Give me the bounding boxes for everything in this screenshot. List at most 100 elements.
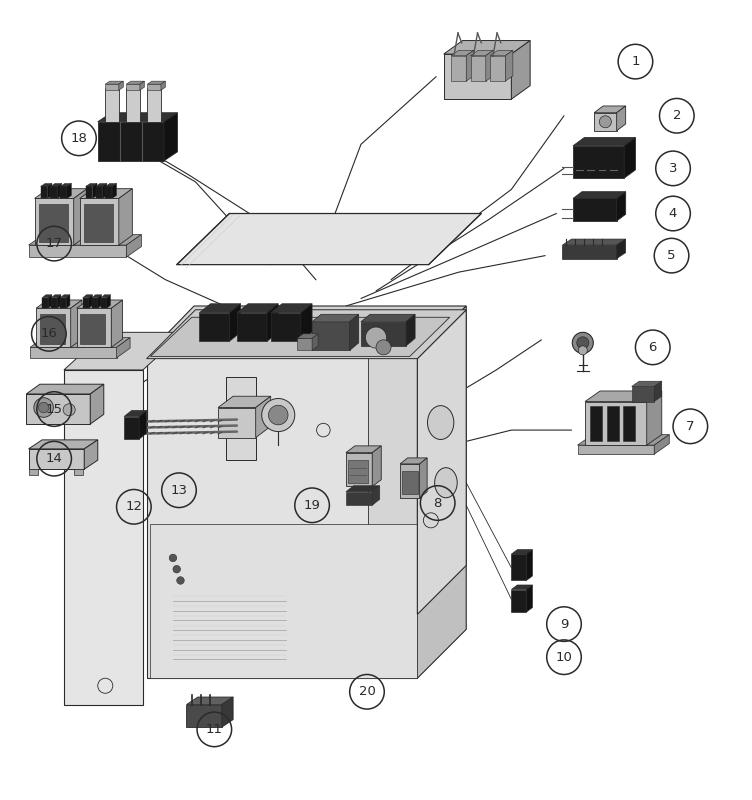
Polygon shape bbox=[71, 300, 82, 347]
Polygon shape bbox=[350, 314, 359, 350]
Polygon shape bbox=[30, 347, 117, 358]
Text: 3: 3 bbox=[669, 162, 678, 175]
Polygon shape bbox=[312, 322, 350, 350]
Polygon shape bbox=[444, 54, 511, 99]
Polygon shape bbox=[64, 370, 143, 705]
Polygon shape bbox=[402, 471, 418, 494]
Polygon shape bbox=[647, 391, 662, 445]
Polygon shape bbox=[26, 384, 104, 394]
Polygon shape bbox=[126, 81, 144, 84]
Polygon shape bbox=[105, 186, 112, 198]
Circle shape bbox=[177, 577, 184, 584]
Polygon shape bbox=[80, 314, 105, 344]
Polygon shape bbox=[36, 300, 82, 308]
Polygon shape bbox=[42, 298, 48, 308]
Polygon shape bbox=[361, 322, 406, 346]
Polygon shape bbox=[39, 205, 68, 242]
Text: 10: 10 bbox=[556, 650, 572, 664]
Polygon shape bbox=[400, 464, 420, 498]
Text: 4: 4 bbox=[669, 207, 678, 220]
Polygon shape bbox=[112, 183, 117, 198]
Text: 11: 11 bbox=[206, 723, 223, 736]
Polygon shape bbox=[226, 378, 256, 460]
Polygon shape bbox=[50, 183, 62, 186]
Text: 17: 17 bbox=[46, 237, 62, 250]
Polygon shape bbox=[60, 298, 66, 308]
Polygon shape bbox=[147, 355, 417, 678]
Polygon shape bbox=[237, 313, 267, 342]
Polygon shape bbox=[346, 446, 381, 453]
Circle shape bbox=[572, 332, 593, 354]
Polygon shape bbox=[124, 410, 147, 417]
Polygon shape bbox=[51, 294, 61, 298]
Polygon shape bbox=[105, 88, 119, 122]
Polygon shape bbox=[372, 446, 381, 486]
Polygon shape bbox=[505, 50, 513, 81]
Polygon shape bbox=[83, 298, 89, 308]
Polygon shape bbox=[107, 294, 111, 308]
Polygon shape bbox=[617, 239, 626, 258]
Polygon shape bbox=[147, 88, 161, 122]
Polygon shape bbox=[562, 245, 617, 258]
Polygon shape bbox=[150, 318, 450, 356]
Polygon shape bbox=[654, 381, 662, 402]
Circle shape bbox=[262, 398, 295, 431]
Polygon shape bbox=[60, 183, 71, 186]
Text: 7: 7 bbox=[686, 420, 695, 433]
Polygon shape bbox=[96, 186, 102, 198]
Circle shape bbox=[578, 346, 587, 355]
Text: 14: 14 bbox=[46, 452, 62, 465]
Polygon shape bbox=[147, 306, 466, 355]
Polygon shape bbox=[66, 294, 70, 308]
Polygon shape bbox=[29, 440, 98, 449]
Polygon shape bbox=[29, 245, 126, 257]
Polygon shape bbox=[102, 183, 107, 198]
Polygon shape bbox=[490, 50, 513, 55]
Polygon shape bbox=[77, 300, 123, 308]
Polygon shape bbox=[117, 338, 130, 358]
Polygon shape bbox=[617, 192, 626, 221]
Polygon shape bbox=[222, 697, 233, 727]
Polygon shape bbox=[417, 310, 466, 614]
Polygon shape bbox=[218, 407, 256, 438]
Text: 8: 8 bbox=[433, 497, 442, 510]
Polygon shape bbox=[623, 406, 635, 442]
Polygon shape bbox=[105, 84, 119, 90]
Polygon shape bbox=[161, 81, 165, 90]
Polygon shape bbox=[26, 394, 90, 424]
Polygon shape bbox=[98, 122, 164, 161]
Polygon shape bbox=[490, 55, 505, 81]
Polygon shape bbox=[594, 106, 626, 113]
Polygon shape bbox=[417, 306, 466, 678]
Polygon shape bbox=[229, 304, 241, 342]
Polygon shape bbox=[41, 183, 52, 186]
Polygon shape bbox=[40, 314, 65, 344]
Polygon shape bbox=[140, 81, 144, 90]
Polygon shape bbox=[124, 417, 139, 439]
Text: 16: 16 bbox=[41, 327, 57, 340]
Polygon shape bbox=[147, 81, 165, 84]
Circle shape bbox=[268, 406, 288, 425]
Polygon shape bbox=[35, 198, 74, 245]
Polygon shape bbox=[89, 294, 92, 308]
Polygon shape bbox=[562, 239, 626, 245]
Polygon shape bbox=[471, 55, 486, 81]
Polygon shape bbox=[526, 585, 532, 612]
Polygon shape bbox=[578, 434, 669, 445]
Polygon shape bbox=[471, 50, 493, 55]
Polygon shape bbox=[218, 396, 271, 407]
Polygon shape bbox=[60, 294, 70, 298]
Polygon shape bbox=[98, 113, 177, 122]
Polygon shape bbox=[573, 198, 617, 221]
Polygon shape bbox=[48, 294, 52, 308]
Polygon shape bbox=[511, 554, 526, 581]
Text: 19: 19 bbox=[304, 498, 320, 512]
Polygon shape bbox=[372, 486, 380, 506]
Polygon shape bbox=[420, 458, 427, 498]
Polygon shape bbox=[36, 308, 71, 347]
Circle shape bbox=[577, 337, 589, 349]
Polygon shape bbox=[74, 189, 87, 245]
Circle shape bbox=[376, 340, 391, 355]
Polygon shape bbox=[617, 106, 626, 130]
Polygon shape bbox=[301, 304, 312, 342]
